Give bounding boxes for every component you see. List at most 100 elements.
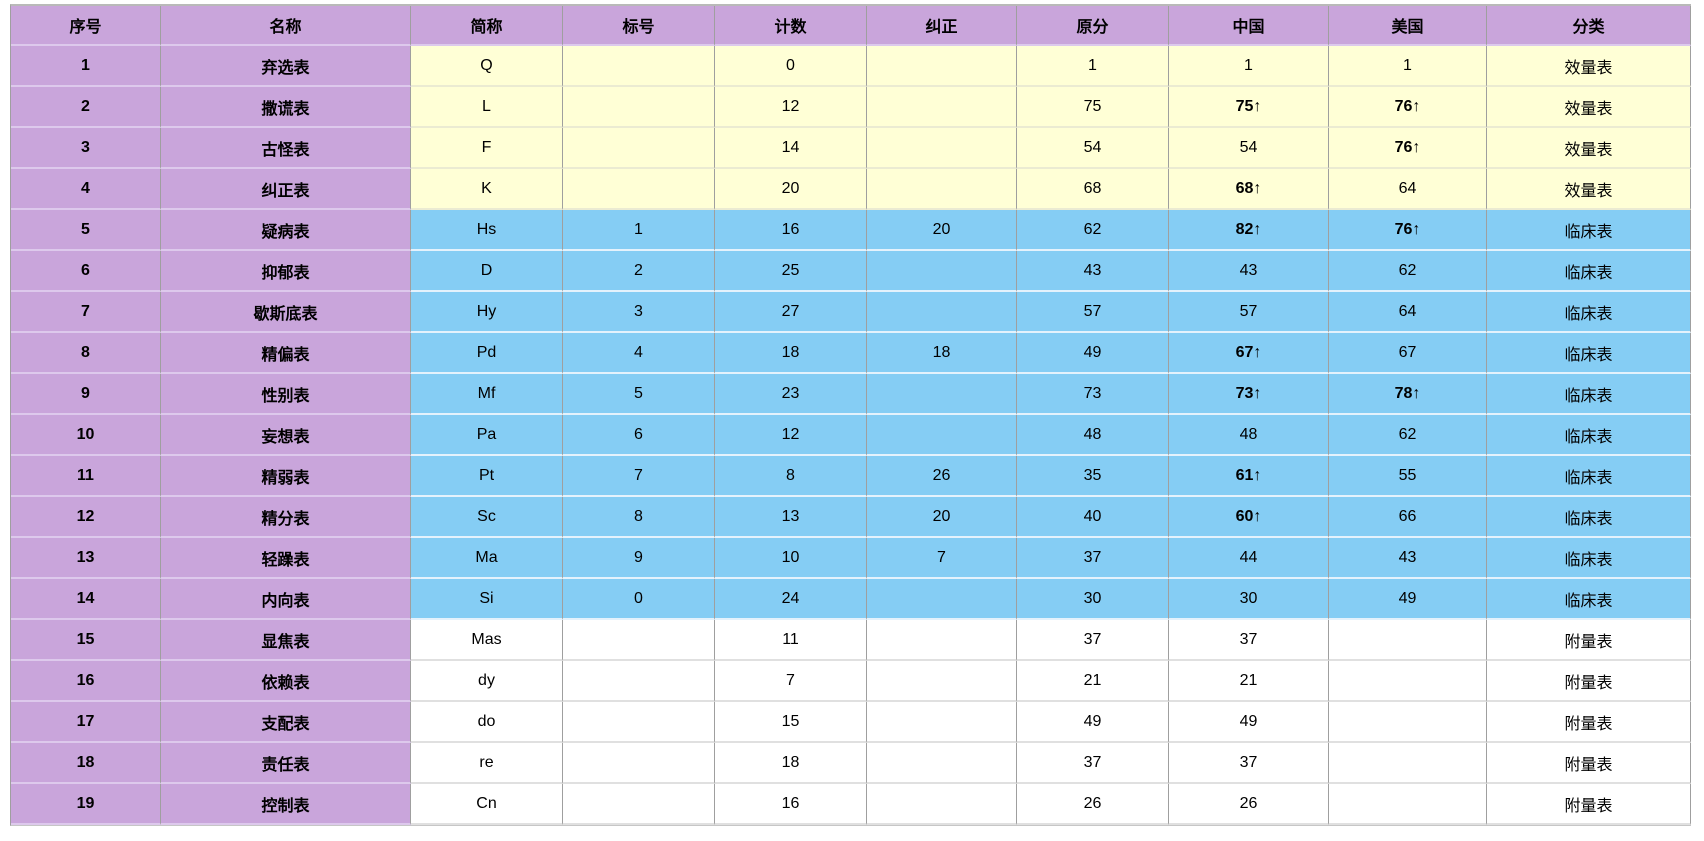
cell-abbr: F [411, 128, 563, 169]
cell-china-score: 1 [1169, 46, 1329, 87]
cell-label: 7 [563, 456, 715, 497]
cell-category: 临床表 [1487, 538, 1691, 579]
cell-usa-score: 62 [1329, 251, 1487, 292]
cell-correction [867, 128, 1017, 169]
cell-china-score: 30 [1169, 579, 1329, 620]
cell-abbr: Mf [411, 374, 563, 415]
cell-usa-score [1329, 743, 1487, 784]
cell-raw-score: 43 [1017, 251, 1169, 292]
cell-usa-score [1329, 702, 1487, 743]
cell-index: 13 [11, 538, 161, 579]
cell-category: 临床表 [1487, 456, 1691, 497]
cell-count: 18 [715, 333, 867, 374]
cell-count: 12 [715, 87, 867, 128]
cell-category: 临床表 [1487, 579, 1691, 620]
cell-abbr: D [411, 251, 563, 292]
table-row: 15 显焦表 Mas 11 37 37 附量表 [11, 620, 1691, 661]
cell-category: 临床表 [1487, 292, 1691, 333]
cell-label: 6 [563, 415, 715, 456]
cell-raw-score: 49 [1017, 702, 1169, 743]
table-row: 2 撒谎表 L 12 75 75↑ 76↑ 效量表 [11, 87, 1691, 128]
table-row: 19 控制表 Cn 16 26 26 附量表 [11, 784, 1691, 825]
cell-usa-score: 76↑ [1329, 87, 1487, 128]
cell-index: 18 [11, 743, 161, 784]
cell-label [563, 661, 715, 702]
cell-abbr: Hs [411, 210, 563, 251]
cell-usa-score [1329, 620, 1487, 661]
cell-scale-name: 精分表 [161, 497, 411, 538]
cell-abbr: dy [411, 661, 563, 702]
cell-count: 14 [715, 128, 867, 169]
cell-scale-name: 性别表 [161, 374, 411, 415]
cell-abbr: Cn [411, 784, 563, 825]
column-header-usa: 美国 [1329, 6, 1487, 46]
cell-category: 附量表 [1487, 743, 1691, 784]
cell-correction [867, 87, 1017, 128]
cell-usa-score: 66 [1329, 497, 1487, 538]
cell-usa-score [1329, 661, 1487, 702]
cell-abbr: Q [411, 46, 563, 87]
cell-correction: 18 [867, 333, 1017, 374]
column-header-category: 分类 [1487, 6, 1691, 46]
cell-usa-score: 76↑ [1329, 210, 1487, 251]
table-row: 11 精弱表 Pt 7 8 26 35 61↑ 55 临床表 [11, 456, 1691, 497]
cell-index: 14 [11, 579, 161, 620]
cell-category: 临床表 [1487, 333, 1691, 374]
cell-correction [867, 579, 1017, 620]
cell-china-score: 82↑ [1169, 210, 1329, 251]
cell-raw-score: 75 [1017, 87, 1169, 128]
cell-scale-name: 妄想表 [161, 415, 411, 456]
cell-china-score: 73↑ [1169, 374, 1329, 415]
table-row: 17 支配表 do 15 49 49 附量表 [11, 702, 1691, 743]
cell-china-score: 75↑ [1169, 87, 1329, 128]
cell-raw-score: 21 [1017, 661, 1169, 702]
cell-category: 效量表 [1487, 128, 1691, 169]
cell-label [563, 87, 715, 128]
cell-correction: 26 [867, 456, 1017, 497]
cell-category: 效量表 [1487, 46, 1691, 87]
cell-abbr: L [411, 87, 563, 128]
table-row: 18 责任表 re 18 37 37 附量表 [11, 743, 1691, 784]
cell-label: 9 [563, 538, 715, 579]
cell-china-score: 43 [1169, 251, 1329, 292]
cell-usa-score: 64 [1329, 292, 1487, 333]
cell-china-score: 68↑ [1169, 169, 1329, 210]
cell-raw-score: 54 [1017, 128, 1169, 169]
cell-scale-name: 控制表 [161, 784, 411, 825]
cell-abbr: Sc [411, 497, 563, 538]
cell-china-score: 37 [1169, 620, 1329, 661]
cell-china-score: 60↑ [1169, 497, 1329, 538]
cell-count: 25 [715, 251, 867, 292]
cell-abbr: Pa [411, 415, 563, 456]
cell-count: 13 [715, 497, 867, 538]
cell-correction [867, 702, 1017, 743]
cell-abbr: do [411, 702, 563, 743]
cell-category: 附量表 [1487, 784, 1691, 825]
cell-abbr: Pt [411, 456, 563, 497]
cell-count: 16 [715, 210, 867, 251]
cell-label [563, 128, 715, 169]
column-header-abbr: 简称 [411, 6, 563, 46]
table-row: 3 古怪表 F 14 54 54 76↑ 效量表 [11, 128, 1691, 169]
cell-index: 11 [11, 456, 161, 497]
cell-label: 2 [563, 251, 715, 292]
cell-category: 效量表 [1487, 169, 1691, 210]
cell-label [563, 46, 715, 87]
cell-label: 8 [563, 497, 715, 538]
table-row: 16 依赖表 dy 7 21 21 附量表 [11, 661, 1691, 702]
cell-raw-score: 48 [1017, 415, 1169, 456]
cell-category: 效量表 [1487, 87, 1691, 128]
cell-scale-name: 精弱表 [161, 456, 411, 497]
scales-table: 序号 名称 简称 标号 计数 纠正 原分 中国 美国 分类 1 弃选表 Q 0 1 1 1 效… [10, 4, 1691, 826]
cell-index: 1 [11, 46, 161, 87]
cell-china-score: 61↑ [1169, 456, 1329, 497]
cell-china-score: 26 [1169, 784, 1329, 825]
cell-raw-score: 37 [1017, 743, 1169, 784]
cell-category: 临床表 [1487, 251, 1691, 292]
cell-usa-score: 78↑ [1329, 374, 1487, 415]
table-row: 1 弃选表 Q 0 1 1 1 效量表 [11, 46, 1691, 87]
cell-count: 20 [715, 169, 867, 210]
cell-usa-score: 62 [1329, 415, 1487, 456]
cell-category: 临床表 [1487, 210, 1691, 251]
cell-abbr: Hy [411, 292, 563, 333]
